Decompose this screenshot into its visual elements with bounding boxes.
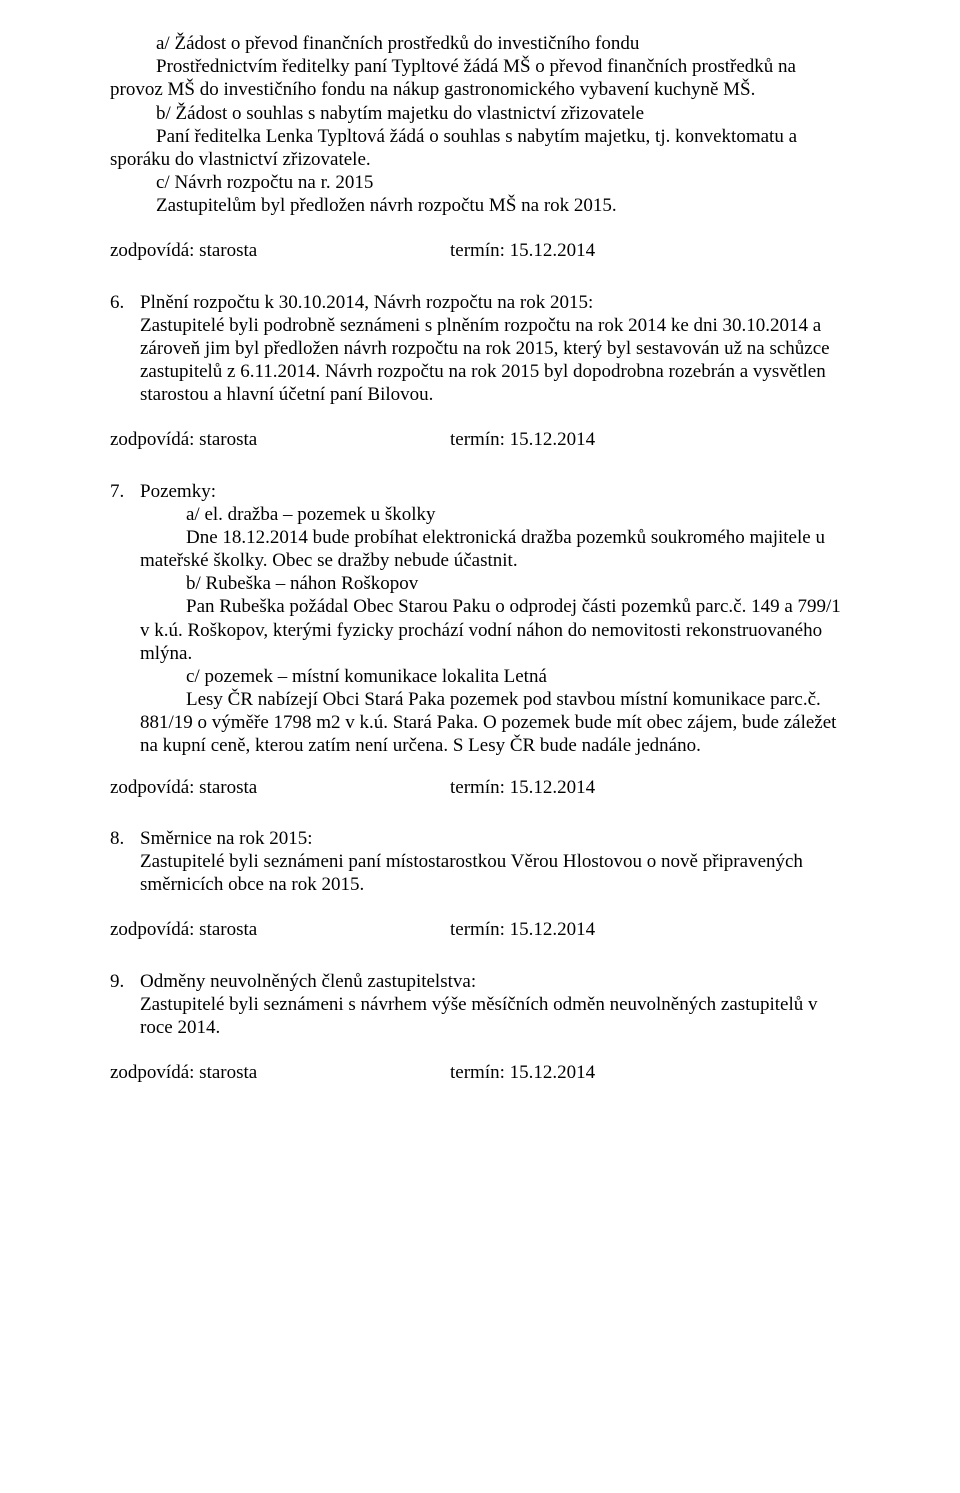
meta-row-2: zodpovídá: starosta termín: 15.12.2014 bbox=[110, 428, 850, 451]
item-7-title: Pozemky: bbox=[140, 480, 850, 503]
meta-row-3: zodpovídá: starosta termín: 15.12.2014 bbox=[110, 776, 850, 799]
item-7-b-body: Pan Rubeška požádal Obec Starou Paku o o… bbox=[140, 595, 850, 665]
sec-c-body: Zastupitelům byl předložen návrh rozpočt… bbox=[110, 194, 850, 217]
meta-responsible: zodpovídá: starosta bbox=[110, 776, 450, 799]
meta-row-1: zodpovídá: starosta termín: 15.12.2014 bbox=[110, 239, 850, 262]
meta-responsible: zodpovídá: starosta bbox=[110, 239, 450, 262]
item-6-body: Zastupitelé byli podrobně seznámeni s pl… bbox=[140, 314, 850, 407]
sec-a-body: Prostřednictvím ředitelky paní Typltové … bbox=[110, 55, 850, 101]
meta-term: termín: 15.12.2014 bbox=[450, 428, 850, 451]
item-7-c-title: c/ pozemek – místní komunikace lokalita … bbox=[140, 665, 850, 688]
meta-responsible: zodpovídá: starosta bbox=[110, 428, 450, 451]
item-9-title: Odměny neuvolněných členů zastupitelstva… bbox=[140, 970, 850, 993]
meta-row-5: zodpovídá: starosta termín: 15.12.2014 bbox=[110, 1061, 850, 1084]
item-9-body: Zastupitelé byli seznámeni s návrhem výš… bbox=[140, 993, 850, 1039]
item-6: 6. Plnění rozpočtu k 30.10.2014, Návrh r… bbox=[110, 291, 850, 407]
meta-term: termín: 15.12.2014 bbox=[450, 918, 850, 941]
item-6-number: 6. bbox=[110, 291, 140, 407]
item-8-number: 8. bbox=[110, 827, 140, 897]
sec-a-title: a/ Žádost o převod finančních prostředků… bbox=[110, 32, 850, 55]
item-9: 9. Odměny neuvolněných členů zastupitels… bbox=[110, 970, 850, 1040]
item-7-b-title: b/ Rubeška – náhon Roškopov bbox=[140, 572, 850, 595]
meta-term: termín: 15.12.2014 bbox=[450, 776, 850, 799]
item-7: 7. Pozemky: a/ el. dražba – pozemek u šk… bbox=[110, 480, 850, 758]
item-7-sub: a/ el. dražba – pozemek u školky Dne 18.… bbox=[140, 503, 850, 758]
item-8-body: Zastupitelé byli seznámeni paní místosta… bbox=[140, 850, 850, 896]
item-6-title: Plnění rozpočtu k 30.10.2014, Návrh rozp… bbox=[140, 291, 850, 314]
sec-c-title: c/ Návrh rozpočtu na r. 2015 bbox=[110, 171, 850, 194]
item-8: 8. Směrnice na rok 2015: Zastupitelé byl… bbox=[110, 827, 850, 897]
sec-b-body: Paní ředitelka Lenka Typltová žádá o sou… bbox=[110, 125, 850, 171]
meta-term: termín: 15.12.2014 bbox=[450, 239, 850, 262]
meta-row-4: zodpovídá: starosta termín: 15.12.2014 bbox=[110, 918, 850, 941]
item-7-c-body: Lesy ČR nabízejí Obci Stará Paka pozemek… bbox=[140, 688, 850, 758]
item-7-a-title: a/ el. dražba – pozemek u školky bbox=[140, 503, 850, 526]
meta-term: termín: 15.12.2014 bbox=[450, 1061, 850, 1084]
item-8-title: Směrnice na rok 2015: bbox=[140, 827, 850, 850]
sec-b-title: b/ Žádost o souhlas s nabytím majetku do… bbox=[110, 102, 850, 125]
item-7-number: 7. bbox=[110, 480, 140, 758]
item-7-a-body: Dne 18.12.2014 bude probíhat elektronick… bbox=[140, 526, 850, 572]
meta-responsible: zodpovídá: starosta bbox=[110, 1061, 450, 1084]
item-9-number: 9. bbox=[110, 970, 140, 1040]
meta-responsible: zodpovídá: starosta bbox=[110, 918, 450, 941]
